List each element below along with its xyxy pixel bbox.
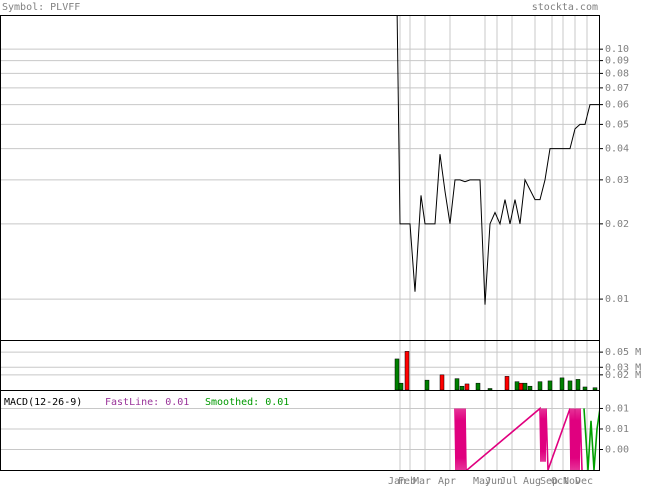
volume-bar xyxy=(518,382,524,391)
y-tick-label: 0.01 xyxy=(605,294,629,305)
x-tick-label: Jun xyxy=(485,476,503,486)
x-tick-label: Aug xyxy=(523,476,541,486)
y-tick-label: 0.01 xyxy=(605,403,629,414)
y-tick-label: 0.06 xyxy=(605,100,629,111)
x-tick-label: May xyxy=(473,476,491,486)
x-tick-label: Sep xyxy=(540,476,558,486)
x-tick-label: Jan xyxy=(388,476,406,486)
volume-bar xyxy=(567,380,573,391)
y-tick-label: 0.03 xyxy=(605,175,629,186)
volume-bar xyxy=(404,351,410,391)
volume-bar xyxy=(559,377,565,391)
x-tick-label: Mar xyxy=(413,476,431,486)
volume-bar xyxy=(459,385,465,391)
plot xyxy=(454,406,600,470)
price-line xyxy=(396,15,600,305)
volume-bar xyxy=(475,382,481,391)
y-tick-label: 0.05 xyxy=(605,119,629,130)
price-line xyxy=(583,408,600,470)
panel-frame xyxy=(0,390,600,471)
volume-bar xyxy=(582,386,588,391)
x-tick-label: Nov xyxy=(563,476,581,486)
panels: 0.01 0.02 0.03 0.04 0.05 0.06 0.07 0.080.090.10… xyxy=(0,15,641,486)
volume-bar xyxy=(487,388,493,391)
plot xyxy=(396,15,600,305)
price-line xyxy=(454,406,583,470)
volume-bar xyxy=(547,380,553,391)
volume-bar xyxy=(592,387,598,391)
volume-bar xyxy=(527,385,533,391)
volume-bar xyxy=(439,374,445,391)
volume-bar xyxy=(464,383,470,391)
y-tick-label: 0.10 xyxy=(605,44,629,55)
legend-entry: FastLine: 0.01 xyxy=(105,397,189,408)
volume-bar xyxy=(522,382,528,391)
x-tick-label: Feb xyxy=(398,476,416,486)
volume-bar xyxy=(514,381,520,391)
symbol: Symbol: PLVFF xyxy=(2,2,80,13)
volume-bar xyxy=(504,376,510,391)
y-tick-label: 0.01 xyxy=(605,424,629,435)
volume-bar xyxy=(575,379,581,391)
y-tick-label: 0.07 xyxy=(605,83,629,94)
x-tick-label: Jul xyxy=(500,476,518,486)
y-tick-label: 0.09 xyxy=(605,56,629,67)
y-tick-label: 0.03 M xyxy=(605,362,641,373)
y-tick-label: 0.02 xyxy=(605,219,629,230)
x-tick-label: Apr xyxy=(438,476,456,486)
panel-frame xyxy=(0,15,600,341)
y-tick-label: 0.08 xyxy=(605,68,629,79)
volume-bar xyxy=(454,378,460,391)
y-tick-label: 0.05 M xyxy=(605,347,641,358)
volume-bar xyxy=(537,381,543,391)
legend-entry: Smoothed: 0.01 xyxy=(205,397,289,408)
panel-frame xyxy=(0,340,600,391)
macd-label: MACD(12-26-9) xyxy=(4,397,82,408)
y-tick-label: 0.02 M xyxy=(605,370,641,381)
x-tick-label: Oct xyxy=(551,476,569,486)
x-tick-label: Dec xyxy=(575,476,593,486)
volume-bar xyxy=(394,358,400,391)
y-tick-label: 0.00 xyxy=(605,444,629,455)
volume-bar xyxy=(424,379,430,391)
site: stockta.com xyxy=(532,2,598,13)
volume-bar xyxy=(398,382,404,391)
y-tick-label: 0.04 xyxy=(605,144,629,155)
